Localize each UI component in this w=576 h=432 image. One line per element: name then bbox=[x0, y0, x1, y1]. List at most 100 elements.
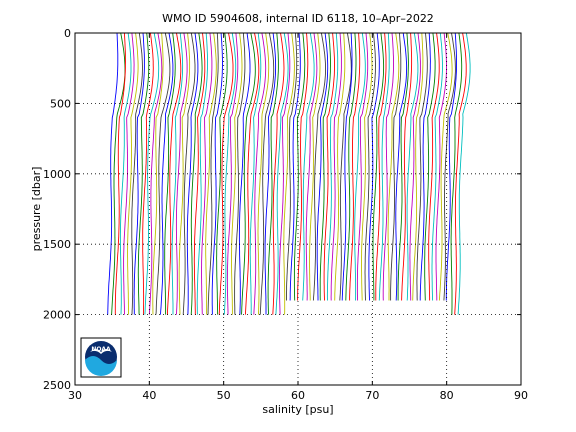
profile-line bbox=[341, 32, 353, 301]
plot-area: NOAA bbox=[74, 32, 522, 386]
profile-line bbox=[196, 32, 208, 315]
y-tick-label: 0 bbox=[64, 27, 71, 40]
profile-line bbox=[137, 32, 150, 315]
profile-line bbox=[289, 32, 301, 301]
profile-line bbox=[390, 32, 402, 301]
profile-line bbox=[131, 32, 143, 315]
profile-line bbox=[249, 32, 262, 315]
profile-line bbox=[107, 32, 119, 315]
profile-line bbox=[275, 32, 289, 315]
profile-line bbox=[223, 32, 237, 315]
profile-lines bbox=[107, 32, 471, 315]
profile-line bbox=[164, 32, 176, 315]
y-tick-label: 500 bbox=[50, 97, 71, 110]
profile-line bbox=[435, 32, 447, 301]
profile-line bbox=[326, 32, 339, 301]
profile-line bbox=[334, 32, 346, 301]
y-tick-label: 1000 bbox=[43, 168, 71, 181]
profile-line bbox=[368, 32, 380, 301]
profile-line bbox=[175, 32, 188, 315]
profile-line bbox=[272, 32, 285, 315]
profile-line bbox=[114, 32, 126, 315]
noaa-logo: NOAA bbox=[80, 337, 122, 378]
profile-line bbox=[454, 32, 467, 315]
profile-line bbox=[395, 32, 408, 301]
profile-line bbox=[305, 32, 318, 301]
profile-line bbox=[155, 32, 171, 315]
profile-line bbox=[259, 32, 275, 315]
y-tick-label: 1500 bbox=[43, 238, 71, 251]
profile-line bbox=[354, 32, 366, 301]
profile-line bbox=[445, 32, 457, 301]
profile-line bbox=[302, 32, 315, 301]
profile-line bbox=[152, 32, 164, 315]
profile-line bbox=[257, 32, 270, 315]
profile-line bbox=[190, 32, 203, 315]
y-tick-label: 2500 bbox=[43, 379, 71, 392]
profile-line bbox=[205, 32, 217, 315]
profile-line bbox=[234, 32, 246, 315]
profile-line bbox=[286, 32, 298, 301]
profile-line bbox=[409, 32, 421, 301]
profile-line bbox=[312, 32, 326, 301]
x-tick-label: 80 bbox=[440, 389, 454, 402]
y-tick-label: 2000 bbox=[43, 309, 71, 322]
profile-line bbox=[264, 32, 277, 315]
profile-line bbox=[218, 32, 234, 315]
profile-line bbox=[201, 32, 213, 315]
profile-line bbox=[406, 32, 419, 301]
profile-line bbox=[378, 32, 390, 301]
chart-title: WMO ID 5904608, internal ID 6118, 10–Apr… bbox=[162, 12, 434, 25]
profile-line bbox=[309, 32, 321, 301]
profile-line bbox=[349, 32, 361, 301]
profile-line bbox=[182, 32, 196, 315]
profile-line bbox=[160, 32, 174, 315]
profile-line bbox=[339, 32, 352, 301]
profile-line bbox=[443, 32, 456, 301]
noaa-logo-gull bbox=[90, 349, 112, 354]
noaa-logo-wave bbox=[85, 356, 117, 376]
profile-line bbox=[375, 32, 387, 301]
profile-line bbox=[283, 32, 295, 315]
profile-line bbox=[382, 32, 394, 301]
noaa-logo-text: NOAA bbox=[91, 346, 111, 353]
profile-line bbox=[241, 32, 256, 315]
profile-line bbox=[361, 32, 373, 301]
profile-line bbox=[319, 32, 331, 301]
profile-line bbox=[450, 32, 463, 315]
x-axis-label: salinity [psu] bbox=[262, 403, 333, 416]
profile-line bbox=[323, 32, 335, 301]
profile-line bbox=[297, 32, 309, 301]
x-tick-label: 50 bbox=[217, 389, 231, 402]
profile-line bbox=[238, 32, 251, 315]
grid-lines bbox=[75, 33, 521, 385]
profile-line bbox=[345, 32, 357, 301]
x-tick-label: 60 bbox=[291, 389, 305, 402]
profile-line bbox=[412, 32, 424, 301]
profile-line bbox=[356, 32, 369, 301]
profile-line bbox=[316, 32, 329, 301]
x-tick-label: 40 bbox=[142, 389, 156, 402]
profile-line bbox=[166, 32, 182, 315]
profile-line bbox=[431, 32, 443, 301]
profile-line bbox=[330, 32, 342, 301]
profile-line bbox=[186, 32, 199, 315]
profile-line bbox=[416, 32, 428, 301]
profile-line bbox=[387, 32, 400, 301]
profile-line bbox=[438, 32, 453, 301]
profile-line bbox=[372, 32, 385, 301]
x-tick-label: 30 bbox=[68, 389, 82, 402]
x-axis: 30 40 50 60 70 80 90 bbox=[68, 33, 528, 402]
profile-line bbox=[193, 32, 206, 315]
profile-line bbox=[397, 32, 409, 301]
profile-line bbox=[293, 32, 306, 301]
y-axis-label: pressure [dbar] bbox=[30, 167, 43, 252]
profile-line bbox=[142, 32, 154, 315]
profile-line bbox=[428, 32, 440, 301]
profile-line bbox=[424, 32, 436, 301]
profile-line bbox=[364, 32, 376, 301]
x-tick-label: 90 bbox=[514, 389, 528, 402]
profile-line bbox=[419, 32, 431, 301]
x-tick-label: 70 bbox=[365, 389, 379, 402]
